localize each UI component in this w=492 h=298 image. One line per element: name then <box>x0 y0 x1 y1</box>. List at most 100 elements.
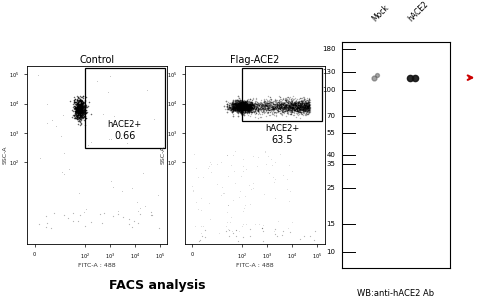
Point <box>257 102 265 107</box>
Title: Flag-ACE2: Flag-ACE2 <box>230 55 279 65</box>
Point <box>72 106 80 111</box>
Point <box>232 107 240 112</box>
Point <box>298 103 306 107</box>
Point <box>273 100 280 105</box>
Point <box>238 103 246 108</box>
Point <box>293 102 301 106</box>
Title: Control: Control <box>80 55 115 65</box>
Point <box>268 96 276 101</box>
Point <box>74 107 82 112</box>
Point <box>287 108 295 112</box>
Point <box>272 113 279 117</box>
Point <box>277 105 284 110</box>
Point <box>280 105 288 110</box>
Point <box>300 108 308 112</box>
Point <box>257 108 265 113</box>
Point <box>72 114 80 119</box>
Point <box>240 104 247 109</box>
Point <box>305 103 313 108</box>
Point <box>292 103 300 107</box>
Point <box>243 105 250 109</box>
Point <box>288 108 296 112</box>
Point <box>239 104 247 108</box>
Point <box>293 104 301 108</box>
Point <box>295 105 303 110</box>
Point <box>76 98 84 103</box>
Point <box>222 104 230 109</box>
Point <box>303 105 310 110</box>
Point <box>288 109 296 114</box>
Point <box>302 110 310 114</box>
Point <box>74 102 82 107</box>
Point <box>72 110 80 115</box>
Point <box>79 110 87 115</box>
Point <box>289 102 297 107</box>
Point <box>75 104 83 109</box>
Point <box>277 102 284 107</box>
Point <box>295 108 303 113</box>
Point <box>81 103 89 107</box>
Point <box>277 99 285 103</box>
Point <box>288 100 296 105</box>
Point <box>276 105 283 109</box>
Point <box>267 106 275 111</box>
Point <box>237 174 245 179</box>
Point <box>80 111 88 116</box>
Point <box>238 104 246 109</box>
Point <box>71 105 79 110</box>
Point <box>300 106 308 111</box>
Point <box>291 108 299 113</box>
Point <box>292 108 300 113</box>
Point <box>265 100 273 105</box>
Point <box>238 108 246 113</box>
Point <box>284 104 292 109</box>
Point <box>286 188 294 193</box>
Point <box>306 102 313 106</box>
Point <box>244 105 252 110</box>
Point <box>81 99 89 104</box>
Point <box>295 103 303 108</box>
Point <box>297 104 305 108</box>
Point <box>288 103 296 108</box>
Point <box>262 113 270 118</box>
Point <box>281 96 289 100</box>
Point <box>250 102 258 107</box>
Point <box>74 109 82 114</box>
Point <box>284 95 292 100</box>
Point <box>73 105 81 110</box>
Point <box>47 226 55 231</box>
Point <box>74 112 82 117</box>
Point <box>76 94 84 99</box>
Point <box>270 108 278 112</box>
Point <box>233 101 241 106</box>
Point <box>274 104 282 108</box>
Point <box>288 98 296 103</box>
Point <box>273 103 281 108</box>
Point <box>74 99 82 104</box>
Point <box>75 108 83 113</box>
Point <box>285 101 293 105</box>
Point <box>78 105 86 110</box>
Point <box>292 104 300 109</box>
Point <box>237 105 245 110</box>
Point <box>246 108 254 113</box>
Point <box>244 104 252 108</box>
Point <box>269 101 277 106</box>
Point <box>246 106 253 111</box>
Point <box>236 97 244 102</box>
Point <box>286 102 294 107</box>
Point <box>75 111 83 115</box>
Point <box>293 106 301 111</box>
Point <box>143 88 151 92</box>
Point <box>244 104 251 108</box>
Point <box>263 101 271 106</box>
Point <box>77 99 85 104</box>
Point <box>268 106 276 111</box>
Point <box>273 106 281 111</box>
Point <box>228 101 236 105</box>
Point <box>300 106 308 111</box>
Point <box>298 108 306 113</box>
Point <box>245 106 253 111</box>
Point <box>76 117 84 122</box>
Point <box>223 106 231 111</box>
